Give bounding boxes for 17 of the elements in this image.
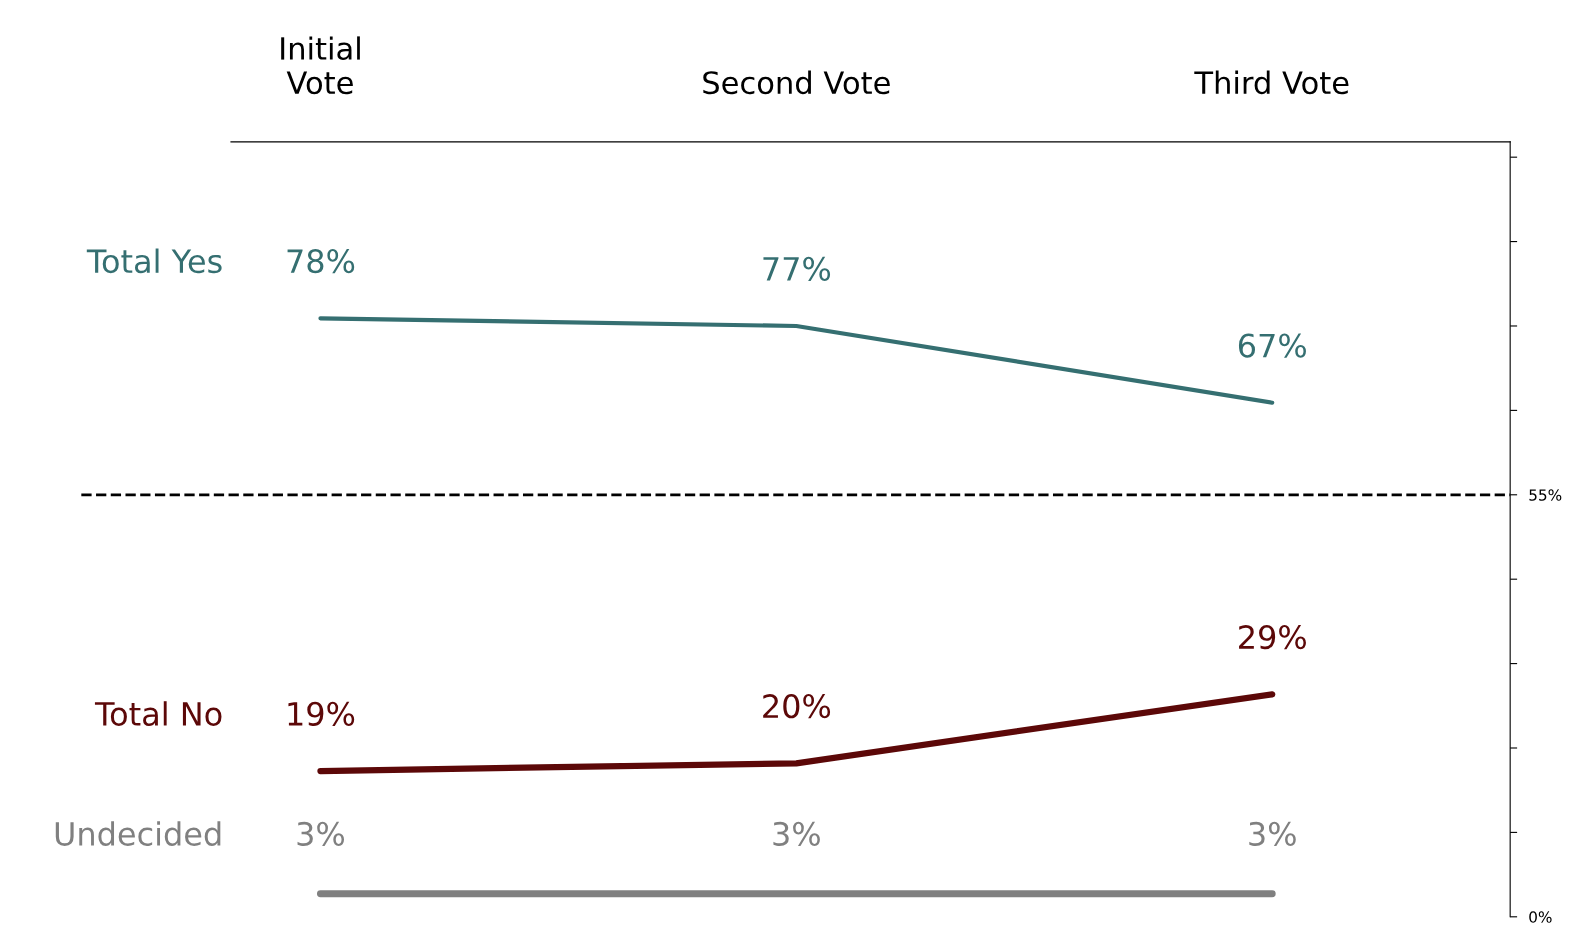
text: Total Yes <box>86 248 222 274</box>
text: Total No <box>94 701 222 726</box>
data-label: 20% <box>763 694 831 719</box>
data-label: 3% <box>297 821 345 846</box>
data-label: 29% <box>1239 625 1306 650</box>
data-label: 3% <box>1249 821 1296 846</box>
x-tick-label: Third Vote <box>1194 70 1349 95</box>
y-tick-label: 55% <box>1529 489 1562 501</box>
data-label: 78% <box>287 249 355 274</box>
data-label: 77% <box>763 256 831 281</box>
y-tick-label: 0% <box>1529 911 1552 923</box>
data-label: 19% <box>288 701 355 726</box>
x-tick-label: Initial Vote <box>281 36 360 95</box>
x-tick-label: Second Vote <box>703 70 890 95</box>
text: Undecided <box>55 821 221 846</box>
data-label: 67% <box>1238 333 1306 358</box>
data-label: 3% <box>773 821 820 846</box>
